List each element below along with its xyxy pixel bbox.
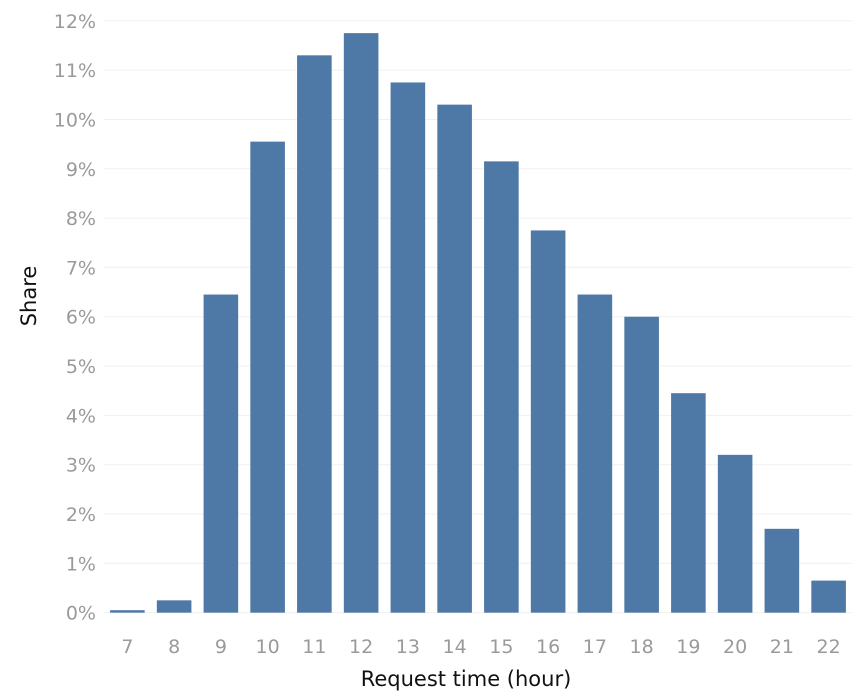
x-tick-label: 20 — [723, 636, 747, 658]
bar — [671, 393, 706, 613]
x-tick-label: 21 — [770, 636, 794, 658]
bar — [250, 141, 285, 613]
y-tick-label: 6% — [66, 307, 96, 329]
bar — [343, 33, 379, 613]
bar — [297, 55, 332, 613]
y-tick-label: 5% — [66, 356, 96, 378]
y-tick-label: 10% — [54, 109, 96, 131]
bars — [110, 33, 846, 613]
x-tick-label: 15 — [489, 636, 513, 658]
bar — [110, 610, 145, 613]
bar — [437, 104, 472, 613]
x-tick-label: 16 — [536, 636, 560, 658]
x-axis-ticks: 7 8 9 10 11 12 13 14 15 16 17 18 19 20 21 22 — [121, 636, 840, 658]
x-tick-label: 13 — [396, 636, 420, 658]
y-tick-label: 7% — [66, 257, 96, 279]
x-tick-label: 19 — [676, 636, 700, 658]
bar — [484, 161, 519, 613]
bar — [203, 294, 239, 613]
y-tick-label: 9% — [66, 159, 96, 181]
y-tick-label: 0% — [66, 603, 96, 625]
y-tick-label: 11% — [54, 60, 96, 82]
x-tick-label: 10 — [256, 636, 280, 658]
bar — [390, 82, 426, 613]
x-tick-label: 11 — [302, 636, 326, 658]
bar — [764, 528, 800, 613]
x-tick-label: 12 — [349, 636, 373, 658]
bar — [624, 316, 659, 613]
y-tick-label: 8% — [66, 208, 96, 230]
bar — [156, 600, 192, 613]
bar — [717, 454, 753, 613]
y-tick-label: 3% — [66, 455, 96, 477]
x-tick-label: 22 — [817, 636, 841, 658]
x-tick-label: 9 — [215, 636, 227, 658]
x-tick-label: 7 — [121, 636, 133, 658]
x-tick-label: 18 — [630, 636, 654, 658]
bar — [811, 580, 846, 613]
y-axis-title: Share — [17, 266, 41, 327]
y-tick-label: 1% — [66, 553, 96, 575]
y-axis-ticks: 0% 1% 2% 3% 4% 5% 6% 7% 8% 9% 10% 11% 12% — [54, 11, 96, 625]
bar — [577, 294, 613, 613]
y-tick-label: 12% — [54, 11, 96, 33]
x-tick-label: 17 — [583, 636, 607, 658]
y-tick-label: 4% — [66, 405, 96, 427]
x-axis-title: Request time (hour) — [361, 667, 572, 691]
x-tick-label: 14 — [443, 636, 467, 658]
bar — [530, 230, 566, 613]
y-tick-label: 2% — [66, 504, 96, 526]
x-tick-label: 8 — [168, 636, 180, 658]
